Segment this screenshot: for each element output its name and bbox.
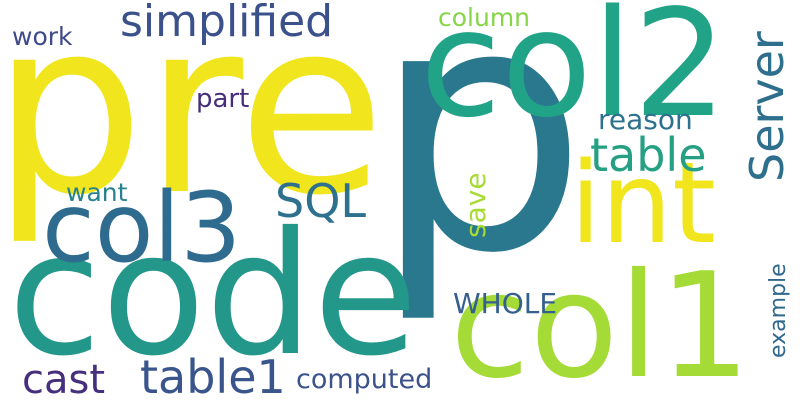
word-code: code [8, 196, 418, 394]
word-pre: pre [0, 0, 386, 248]
word-simplified: simplified [120, 0, 334, 47]
word-col1: col1 [450, 242, 751, 400]
word-cast: cast [22, 357, 106, 400]
word-computed: computed [296, 364, 433, 395]
word-save: save [459, 172, 492, 238]
word-int: int [570, 139, 717, 269]
word-table1: table1 [140, 350, 286, 400]
word-sql: SQL [275, 174, 367, 228]
word-col3: col3 [42, 172, 242, 284]
word-server: Server [740, 31, 794, 182]
word-want: want [66, 178, 128, 207]
word-work: work [12, 22, 73, 51]
word-p: p [372, 0, 588, 328]
word-column: column [438, 3, 531, 32]
word-reason: reason [598, 103, 693, 136]
word-example: example [766, 263, 791, 358]
word-table: table [590, 128, 707, 182]
word-part: part [196, 84, 250, 114]
word-whole: WHOLE [453, 287, 558, 320]
word-col2: col2 [420, 0, 728, 150]
